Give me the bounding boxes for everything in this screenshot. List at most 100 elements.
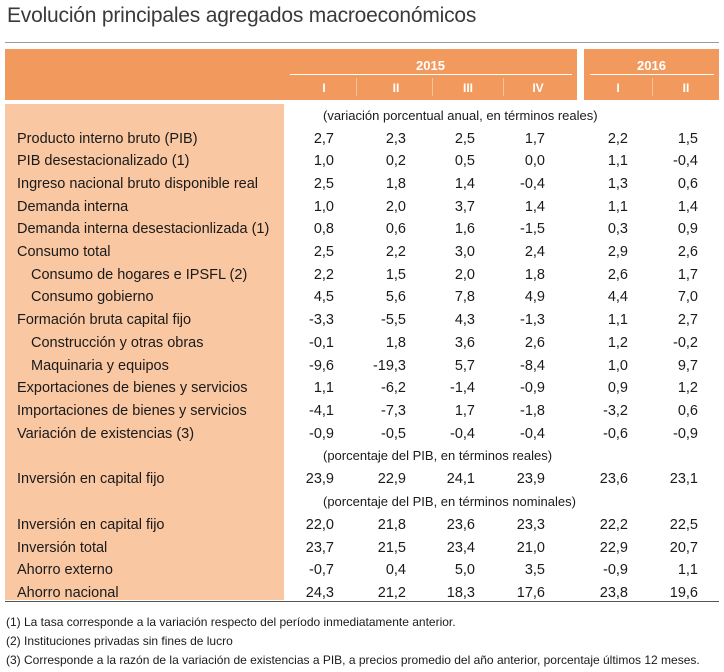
table-cell: 2,5: [313, 175, 334, 192]
table-cell: 21,8: [377, 517, 406, 533]
label-column-background: [5, 104, 284, 600]
table-cell: 5,6: [385, 289, 406, 306]
year-divider-2016: [590, 74, 714, 75]
table-cell: -0,9: [520, 380, 545, 397]
year-header-2015: 2015: [416, 58, 445, 73]
table-cell: 22,9: [377, 471, 406, 488]
row-label: Inversión en capital fijo: [17, 517, 165, 533]
table-cell: -0,2: [673, 334, 698, 351]
quarter-header: III: [462, 81, 473, 95]
footnote: (3) Corresponde a la razón de la variaci…: [6, 653, 700, 667]
row-label: Maquinaria y equipos: [31, 357, 169, 374]
table-cell: -9,6: [309, 357, 334, 374]
table-cell: -3,2: [603, 402, 628, 419]
title-divider: [5, 42, 719, 43]
table-cell: -0,4: [520, 425, 545, 442]
table-cell: 1,1: [607, 153, 628, 170]
quarter-header: II: [682, 81, 690, 95]
table-cell: 1,8: [385, 175, 406, 192]
table-cell: 1,6: [454, 221, 475, 238]
table-cell: 2,2: [385, 244, 406, 260]
quarter-header: I: [322, 81, 326, 95]
table-cell: -4,1: [309, 402, 334, 419]
table-cell: 2,0: [454, 266, 475, 283]
section-note: (porcentaje del PIB, en términos reales): [323, 448, 553, 464]
row-label: Demanda interna: [17, 198, 129, 215]
table-cell: 3,5: [524, 562, 545, 579]
row-label: Formación bruta capital fijo: [17, 312, 192, 329]
row-label: PIB desestacionalizado (1): [17, 153, 190, 170]
table-cell: 23,9: [516, 471, 545, 488]
table-cell: -1,3: [520, 312, 545, 329]
table-cell: 2,2: [313, 266, 334, 283]
table-cell: 4,5: [313, 289, 334, 306]
table-cell: -6,2: [381, 380, 406, 397]
table-cell: 1,4: [677, 198, 698, 215]
table-cell: 23,8: [599, 585, 628, 602]
table-cell: 0,2: [385, 153, 406, 170]
table-cell: 1,5: [677, 130, 698, 147]
table-cell: 1,2: [677, 380, 698, 397]
table-cell: 1,7: [524, 130, 545, 147]
table-cell: 1,4: [524, 198, 545, 215]
table-cell: 24,3: [305, 585, 334, 602]
footnote: (2) Instituciones privadas sin fines de …: [6, 634, 233, 648]
table-cell: 2,2: [607, 130, 628, 147]
table-cell: 22,9: [599, 539, 628, 556]
table-cell: 0,5: [454, 153, 475, 170]
table-cell: -1,8: [520, 402, 545, 419]
table-cell: 0,8: [313, 221, 334, 238]
row-label: Inversión en capital fijo: [17, 471, 165, 488]
quarter-header: IV: [532, 81, 544, 95]
table-cell: -7,3: [381, 402, 406, 419]
table-cell: 18,3: [446, 585, 475, 602]
table-cell: -0,7: [309, 562, 334, 579]
footnote: (1) La tasa corresponde a la variación r…: [6, 615, 456, 629]
table-cell: -0,9: [603, 562, 628, 579]
quarter-separator: [652, 78, 653, 96]
row-label: Consumo gobierno: [31, 289, 154, 306]
table-cell: 1,1: [313, 380, 334, 397]
table-cell: 1,8: [385, 334, 406, 351]
table-cell: 1,1: [607, 198, 628, 215]
table-cell: 1,0: [607, 357, 628, 374]
year-header-2016: 2016: [637, 58, 666, 73]
table-cell: -3,3: [309, 312, 334, 329]
table-cell: 1,7: [454, 402, 475, 419]
row-label: Inversión total: [17, 539, 108, 556]
table-cell: 1,5: [385, 266, 406, 283]
row-label: Consumo total: [17, 244, 111, 260]
table-cell: 1,7: [677, 266, 698, 283]
year-divider-2015: [290, 74, 572, 75]
table-cell: 1,2: [607, 334, 628, 351]
quarter-header: I: [616, 81, 620, 95]
row-label: Importaciones de bienes y servicios: [17, 402, 247, 419]
table-cell: -0,9: [309, 425, 334, 442]
table-cell: 4,4: [607, 289, 628, 306]
table-cell: 24,1: [446, 471, 475, 488]
quarter-separator: [356, 78, 357, 96]
table-cell: 1,0: [313, 153, 334, 170]
table-cell: 4,9: [524, 289, 545, 306]
table-cell: -1,5: [520, 221, 545, 238]
table-cell: -0,4: [673, 153, 698, 170]
quarter-header: II: [392, 81, 400, 95]
table-cell: 2,5: [313, 244, 334, 260]
table-cell: 1,0: [313, 198, 334, 215]
table-cell: -0,6: [603, 425, 628, 442]
table-cell: 3,7: [454, 198, 475, 215]
table-cell: 20,7: [669, 539, 698, 556]
table-cell: 7,0: [677, 289, 698, 306]
row-label: Exportaciones de bienes y servicios: [17, 380, 248, 397]
table-cell: 0,4: [385, 562, 406, 579]
table-cell: 7,8: [454, 289, 475, 306]
table-cell: -0,1: [309, 334, 334, 351]
table-cell: 1,8: [524, 266, 545, 283]
table-cell: 21,2: [377, 585, 406, 602]
row-label: Demanda interna desestacionlizada (1): [17, 221, 270, 238]
row-label: Variación de existencias (3): [17, 425, 195, 442]
table-cell: 2,5: [454, 130, 475, 147]
table-cell: 22,2: [599, 517, 628, 533]
table-cell: -8,4: [520, 357, 545, 374]
table-cell: 1,1: [607, 312, 628, 329]
